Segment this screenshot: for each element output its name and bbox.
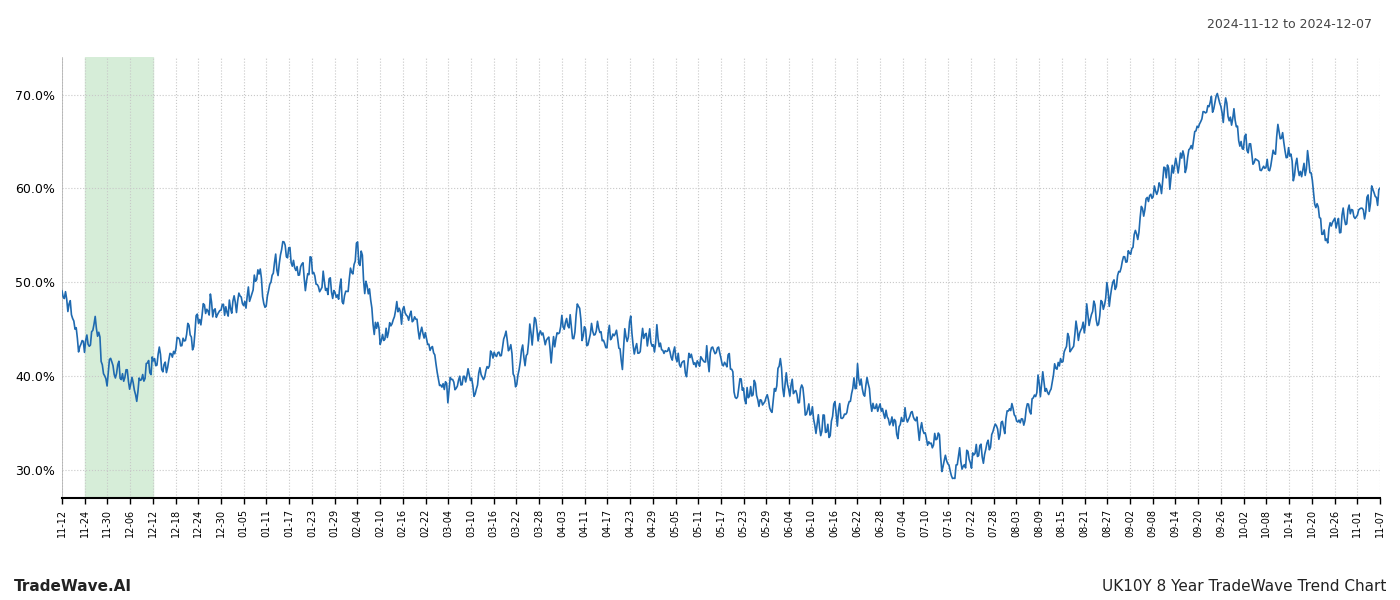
Text: 2024-11-12 to 2024-12-07: 2024-11-12 to 2024-12-07 xyxy=(1207,18,1372,31)
Bar xyxy=(84,57,153,498)
Text: UK10Y 8 Year TradeWave Trend Chart: UK10Y 8 Year TradeWave Trend Chart xyxy=(1102,579,1386,594)
Text: TradeWave.AI: TradeWave.AI xyxy=(14,579,132,594)
